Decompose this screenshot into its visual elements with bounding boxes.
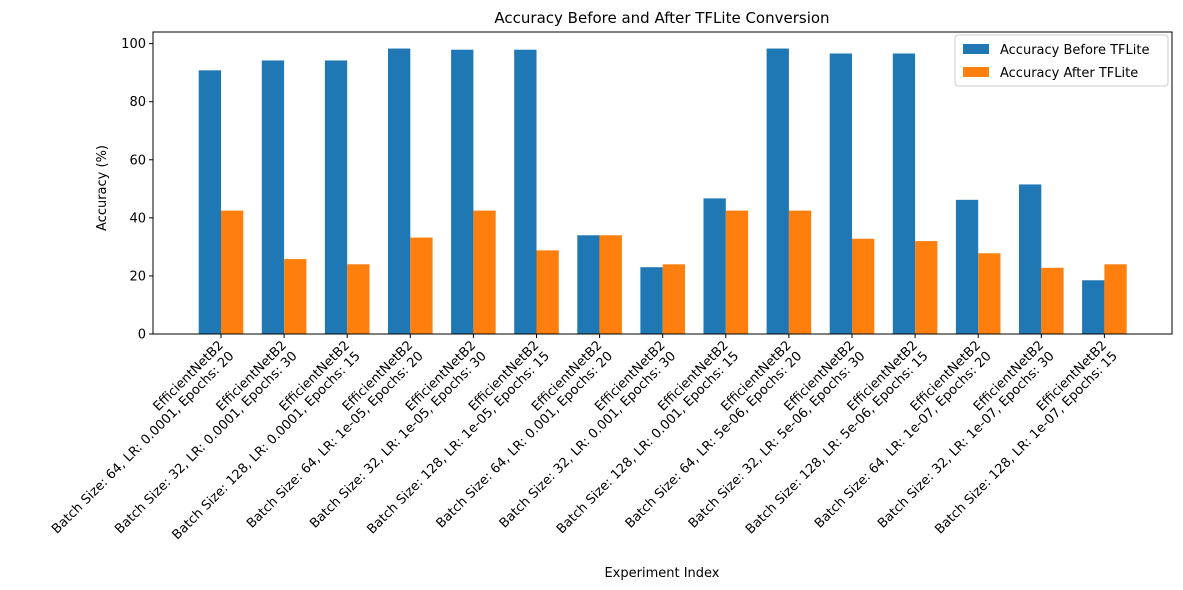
y-tick-labels: 0 20 40 60 80 100 xyxy=(121,37,146,342)
bar-after-8 xyxy=(725,210,749,334)
bar-before-7 xyxy=(640,267,663,334)
bar-before-10 xyxy=(829,53,852,335)
legend-frame xyxy=(954,34,1169,87)
legend-label-before: Accuracy Before TFLite xyxy=(1000,43,1150,58)
bar-after-11 xyxy=(915,241,938,334)
bar-before-3 xyxy=(388,48,411,335)
bar-before-12 xyxy=(955,199,979,334)
bar-before-13 xyxy=(1019,184,1042,334)
legend: Accuracy Before TFLite Accuracy After TF… xyxy=(954,34,1169,87)
bars-layer xyxy=(198,48,1127,335)
bar-before-8 xyxy=(703,198,726,334)
bar-after-13 xyxy=(1041,267,1064,334)
chart-title: Accuracy Before and After TFLite Convers… xyxy=(494,9,829,27)
y-tick-label-1: 20 xyxy=(129,269,146,284)
y-axis-label: Accuracy (%) xyxy=(95,145,110,231)
legend-swatch-after xyxy=(963,67,989,77)
bar-before-6 xyxy=(577,235,600,334)
y-tick-label-5: 100 xyxy=(121,37,146,52)
bar-after-9 xyxy=(788,210,812,334)
bar-after-14 xyxy=(1104,264,1127,334)
y-tick-label-3: 60 xyxy=(129,153,146,168)
x-tick-labels: EfficientNetB2Batch Size: 64, LR: 0.0001… xyxy=(49,338,1121,543)
bar-before-11 xyxy=(892,53,916,335)
bar-after-12 xyxy=(978,253,1001,334)
y-tick-label-4: 80 xyxy=(129,95,146,110)
x-axis-label: Experiment Index xyxy=(604,566,719,581)
bar-after-4 xyxy=(473,210,496,334)
legend-swatch-before xyxy=(963,44,989,54)
axes-layer xyxy=(149,31,1173,338)
bar-after-1 xyxy=(284,259,307,334)
bar-before-5 xyxy=(514,49,537,335)
bar-after-2 xyxy=(347,264,370,334)
bar-after-7 xyxy=(662,264,685,334)
bar-before-4 xyxy=(451,49,474,335)
bar-before-0 xyxy=(198,70,221,334)
bar-before-14 xyxy=(1082,280,1105,334)
bar-before-1 xyxy=(261,60,285,335)
bar-after-3 xyxy=(410,237,433,334)
y-tick-label-0: 0 xyxy=(138,328,146,343)
bar-after-10 xyxy=(852,238,875,334)
bar-after-6 xyxy=(599,235,622,334)
bar-before-2 xyxy=(324,60,348,335)
y-tick-label-2: 40 xyxy=(129,211,146,226)
bar-after-0 xyxy=(221,210,244,334)
bar-before-9 xyxy=(766,48,789,335)
legend-label-after: Accuracy After TFLite xyxy=(1000,66,1138,81)
bar-after-5 xyxy=(536,250,559,334)
